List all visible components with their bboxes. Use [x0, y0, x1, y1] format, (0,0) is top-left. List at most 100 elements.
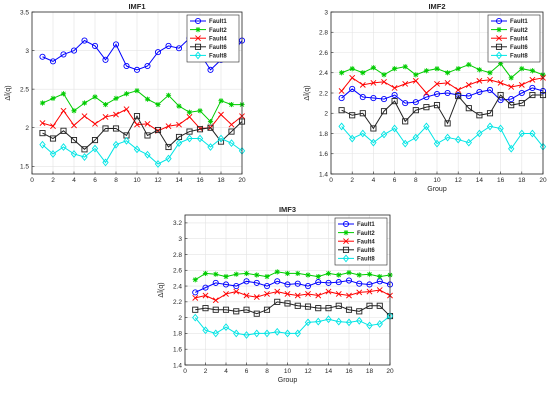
data-point [476, 67, 482, 73]
y-tick-label: 2 [178, 315, 182, 322]
data-point [81, 146, 88, 153]
data-point [212, 329, 219, 338]
data-point [346, 292, 352, 299]
data-point [487, 70, 493, 76]
data-point [243, 331, 250, 339]
data-point [434, 80, 440, 87]
legend-entry-fault6: Fault6 [190, 43, 227, 51]
data-point [218, 98, 224, 104]
data-point [356, 316, 363, 325]
legend-label: Fault6 [510, 45, 528, 51]
data-point [49, 150, 57, 158]
data-point [295, 270, 301, 277]
data-point [263, 306, 271, 313]
data-point [444, 89, 451, 97]
data-point [476, 112, 483, 119]
data-point [366, 302, 373, 309]
data-point [366, 271, 373, 277]
data-point [346, 270, 352, 276]
data-point [518, 129, 525, 138]
data-point [391, 85, 398, 91]
data-point [465, 81, 472, 88]
legend-label: Fault1 [510, 19, 528, 25]
data-point [338, 95, 345, 102]
data-point [325, 279, 332, 286]
legend-marker [496, 35, 502, 42]
data-point [264, 273, 270, 280]
data-point [274, 278, 281, 285]
legend-label: Fault6 [209, 45, 227, 51]
data-point [376, 320, 383, 328]
data-point [476, 77, 483, 84]
data-point [207, 118, 214, 125]
y-tick-label: 3.5 [20, 9, 29, 16]
data-point [455, 66, 461, 72]
legend: Fault1 Fault2 Fault4 Fault6 Fault8 [487, 14, 541, 63]
data-point [433, 139, 441, 148]
data-point [60, 143, 67, 151]
y-tick-label: 2 [25, 125, 29, 132]
data-point [325, 305, 332, 312]
data-point [402, 80, 409, 87]
legend-marker [496, 27, 502, 33]
data-point [294, 302, 301, 309]
x-tick-label: 2 [350, 177, 354, 184]
data-point [60, 91, 67, 97]
data-point [233, 308, 240, 315]
data-point [345, 306, 353, 313]
data-point [294, 329, 301, 338]
series-fault2 [39, 88, 245, 125]
data-point [529, 76, 536, 83]
data-point [304, 318, 312, 327]
data-point [338, 107, 345, 114]
y-tick-label: 3.2 [173, 220, 182, 227]
legend-entry-fault8: Fault8 [491, 51, 528, 60]
data-point [402, 100, 409, 107]
data-point [412, 77, 419, 84]
data-point [349, 66, 355, 72]
legend-entry-fault2: Fault2 [338, 230, 375, 237]
data-point [486, 110, 494, 117]
x-tick-label: 4 [224, 368, 228, 375]
data-point [134, 121, 140, 128]
data-point [243, 270, 250, 277]
x-tick-label: 12 [154, 177, 162, 184]
data-point [222, 306, 230, 313]
legend-entry-fault8: Fault8 [190, 51, 227, 60]
data-point [81, 100, 88, 106]
series-line [195, 280, 391, 293]
x-tick-label: 12 [455, 177, 463, 184]
x-tick-label: 18 [366, 368, 374, 375]
data-point [284, 270, 291, 277]
data-point [465, 92, 472, 100]
data-point [356, 308, 363, 315]
legend-entry-fault6: Fault6 [338, 246, 375, 254]
data-point [60, 127, 67, 134]
data-point [186, 109, 193, 115]
data-point [380, 130, 388, 139]
data-point [366, 321, 373, 330]
data-point [254, 272, 260, 278]
series-line [195, 289, 391, 301]
data-point [196, 134, 204, 143]
data-point [519, 66, 525, 72]
series-line [341, 87, 544, 104]
legend-label: Fault4 [357, 239, 375, 245]
data-point [366, 281, 373, 288]
legend-label: Fault4 [510, 36, 528, 42]
series-fault1 [338, 84, 547, 107]
data-point [370, 65, 376, 71]
data-point [92, 94, 98, 100]
y-tick-label: 2 [324, 111, 328, 118]
data-point [381, 72, 387, 78]
data-point [91, 42, 99, 49]
legend-marker [194, 51, 202, 60]
data-point [154, 49, 162, 56]
data-point [155, 101, 161, 108]
data-point [243, 306, 250, 313]
x-tick-label: 8 [265, 368, 269, 375]
data-point [233, 288, 240, 295]
data-point [345, 318, 353, 327]
y-tick-label: 2.8 [319, 30, 328, 37]
data-point [91, 144, 99, 153]
